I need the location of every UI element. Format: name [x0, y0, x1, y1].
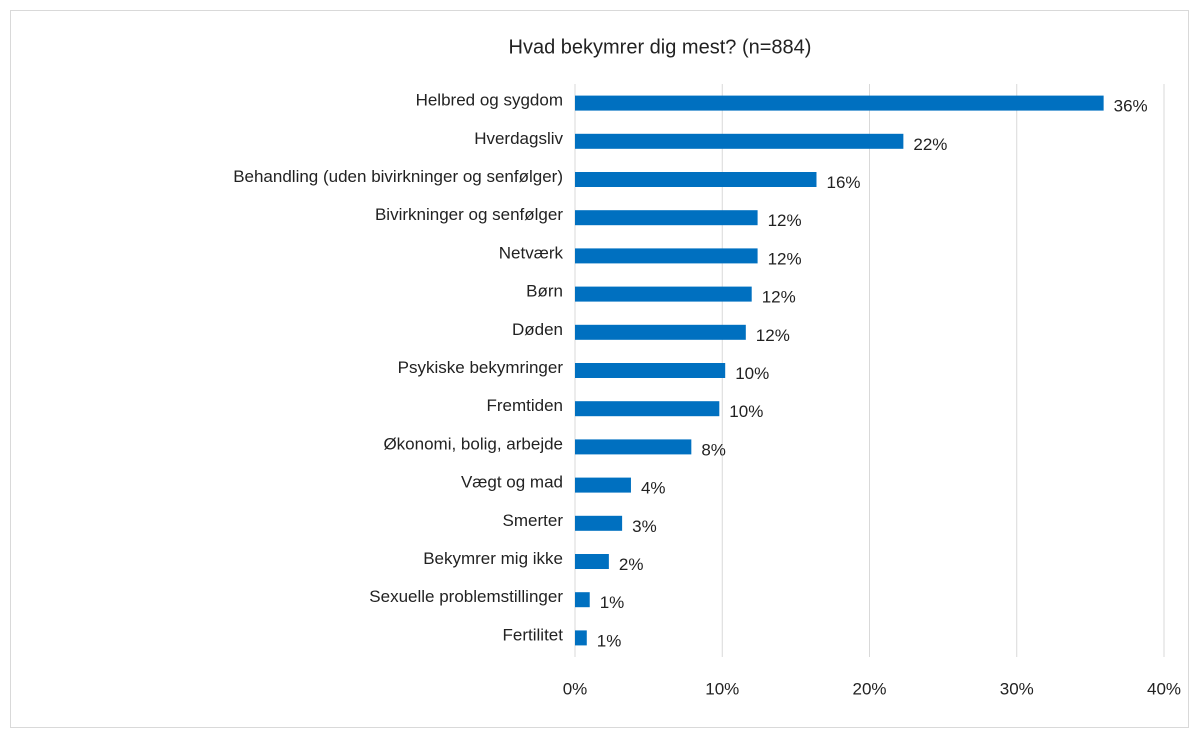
x-tick-label: 40%	[1147, 679, 1181, 698]
value-label: 16%	[826, 173, 860, 192]
y-tick-label: Sexuelle problemstillinger	[369, 587, 563, 606]
x-tick-label: 0%	[563, 679, 588, 698]
bar	[575, 172, 817, 187]
bar	[575, 133, 904, 149]
value-label: 8%	[701, 440, 726, 459]
value-label: 4%	[641, 479, 666, 498]
bar	[575, 515, 623, 531]
y-tick-label: Psykiske bekymringer	[398, 358, 564, 377]
y-tick-label: Helbred og sygdom	[416, 91, 563, 110]
bar	[575, 554, 609, 569]
value-label: 12%	[768, 211, 802, 230]
x-tick-label: 10%	[705, 679, 739, 698]
value-label: 22%	[913, 135, 947, 154]
bar	[575, 324, 746, 340]
value-label: 1%	[597, 631, 622, 650]
bar	[575, 592, 590, 608]
y-tick-label: Hverdagsliv	[474, 129, 563, 148]
value-label: 36%	[1114, 97, 1148, 116]
x-tick-label: 20%	[852, 679, 886, 698]
x-tick-label: 30%	[1000, 679, 1034, 698]
bar	[575, 95, 1104, 111]
chart-title: Hvad bekymrer dig mest? (n=884)	[509, 36, 812, 58]
y-tick-label: Fertilitet	[503, 625, 564, 644]
y-tick-label: Økonomi, bolig, arbejde	[383, 434, 563, 453]
y-tick-label: Behandling (uden bivirkninger og senfølg…	[233, 167, 563, 186]
value-label: 12%	[762, 288, 796, 307]
bar	[575, 477, 631, 493]
value-label: 1%	[600, 593, 625, 612]
value-label: 10%	[735, 364, 769, 383]
bar	[575, 210, 758, 226]
y-tick-label: Fremtiden	[486, 396, 563, 415]
value-label: 12%	[768, 249, 802, 268]
bar	[575, 363, 726, 378]
y-tick-label: Bekymrer mig ikke	[423, 549, 563, 568]
y-tick-label: Smerter	[503, 511, 564, 530]
bar	[575, 630, 587, 646]
bar	[575, 286, 752, 302]
value-label: 12%	[756, 326, 790, 345]
value-label: 10%	[729, 402, 763, 421]
y-tick-label: Vægt og mad	[461, 473, 563, 492]
y-tick-label: Døden	[512, 320, 563, 339]
y-tick-label: Bivirkninger og senfølger	[375, 205, 563, 224]
y-tick-label: Børn	[526, 282, 563, 301]
value-label: 2%	[619, 555, 644, 574]
bar	[575, 439, 692, 455]
value-label: 3%	[632, 517, 657, 536]
y-tick-label: Netværk	[499, 243, 564, 262]
bar	[575, 401, 720, 417]
bar	[575, 248, 758, 264]
